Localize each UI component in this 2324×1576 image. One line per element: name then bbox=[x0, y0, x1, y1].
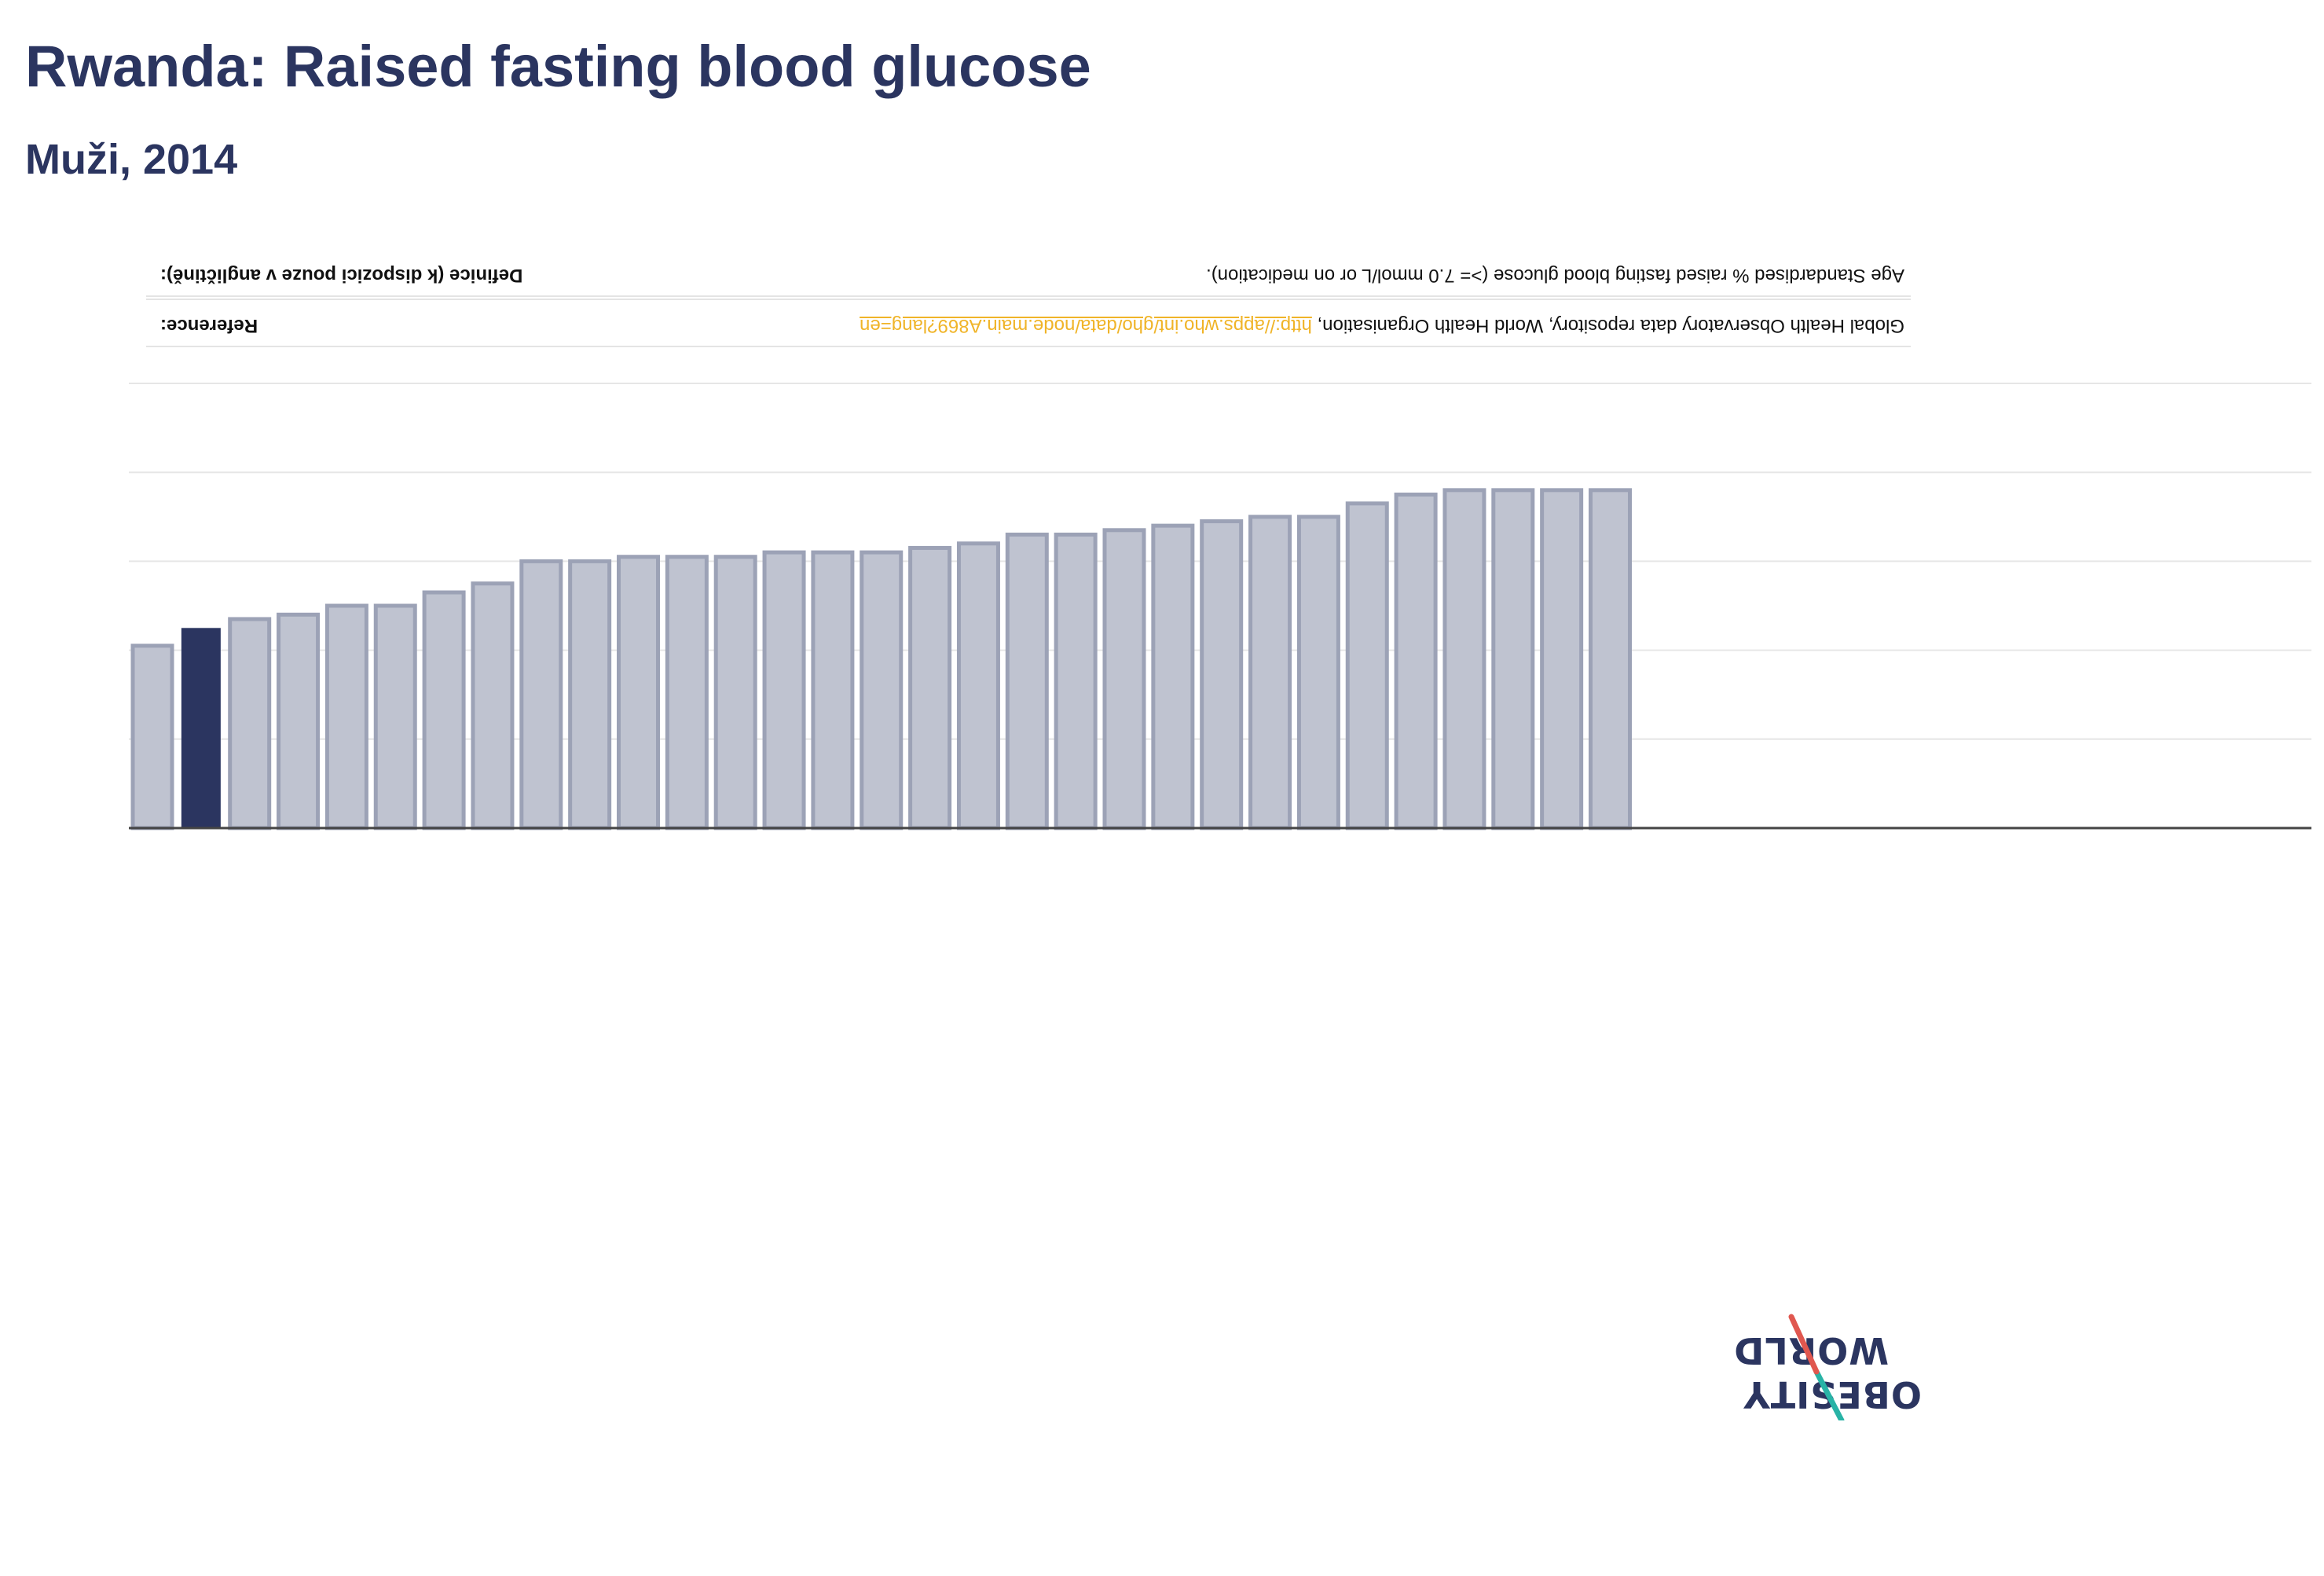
reference-text: Global Health Observatory data repositor… bbox=[860, 314, 1904, 336]
bar bbox=[908, 545, 952, 830]
bar bbox=[519, 559, 563, 830]
bar bbox=[1005, 532, 1049, 830]
chart-bars bbox=[130, 488, 1632, 830]
bar bbox=[860, 550, 904, 830]
bar bbox=[1589, 488, 1632, 830]
reference-row: Reference: Global Health Observatory dat… bbox=[146, 299, 1911, 347]
world-obesity-logo: OBESITY WORLD bbox=[1719, 1310, 1923, 1420]
definition-label: Definice (k dispozici pouze v angličtině… bbox=[160, 265, 523, 286]
bar bbox=[324, 603, 368, 830]
definition-row: Definice (k dispozici pouze v angličtině… bbox=[146, 250, 1911, 297]
definition-text: Age Standardised % raised fasting blood … bbox=[1206, 265, 1904, 286]
bar bbox=[762, 550, 806, 830]
bar bbox=[471, 581, 515, 830]
bar bbox=[228, 617, 272, 830]
bar bbox=[1394, 493, 1438, 830]
bar bbox=[1296, 515, 1340, 830]
bar bbox=[1200, 519, 1244, 830]
bar bbox=[130, 643, 174, 830]
reference-label: Reference: bbox=[160, 315, 258, 336]
bar bbox=[1345, 501, 1389, 830]
bar bbox=[1491, 488, 1535, 830]
bar bbox=[1151, 523, 1195, 830]
bar bbox=[956, 541, 1000, 830]
bar bbox=[422, 590, 466, 830]
bar bbox=[1540, 488, 1584, 830]
bar bbox=[617, 555, 660, 830]
page-subtitle: Muži, 2014 bbox=[25, 136, 238, 183]
bar bbox=[1054, 532, 1098, 830]
bar bbox=[713, 555, 757, 830]
logo-slash-icon bbox=[1788, 1314, 1845, 1420]
bar bbox=[811, 550, 855, 830]
reference-link[interactable]: http://apps.who.int/gho/data/node.main.A… bbox=[860, 315, 1312, 336]
bar-highlighted bbox=[181, 628, 221, 828]
bar bbox=[1248, 515, 1292, 830]
bar bbox=[373, 603, 417, 830]
bar bbox=[1102, 528, 1146, 830]
reference-source: Global Health Observatory data repositor… bbox=[1311, 315, 1904, 336]
bar bbox=[277, 612, 321, 830]
page-title: Rwanda: Raised fasting blood glucose bbox=[25, 34, 1091, 99]
bar bbox=[568, 559, 612, 830]
bar bbox=[1442, 488, 1486, 830]
bar bbox=[665, 555, 709, 830]
